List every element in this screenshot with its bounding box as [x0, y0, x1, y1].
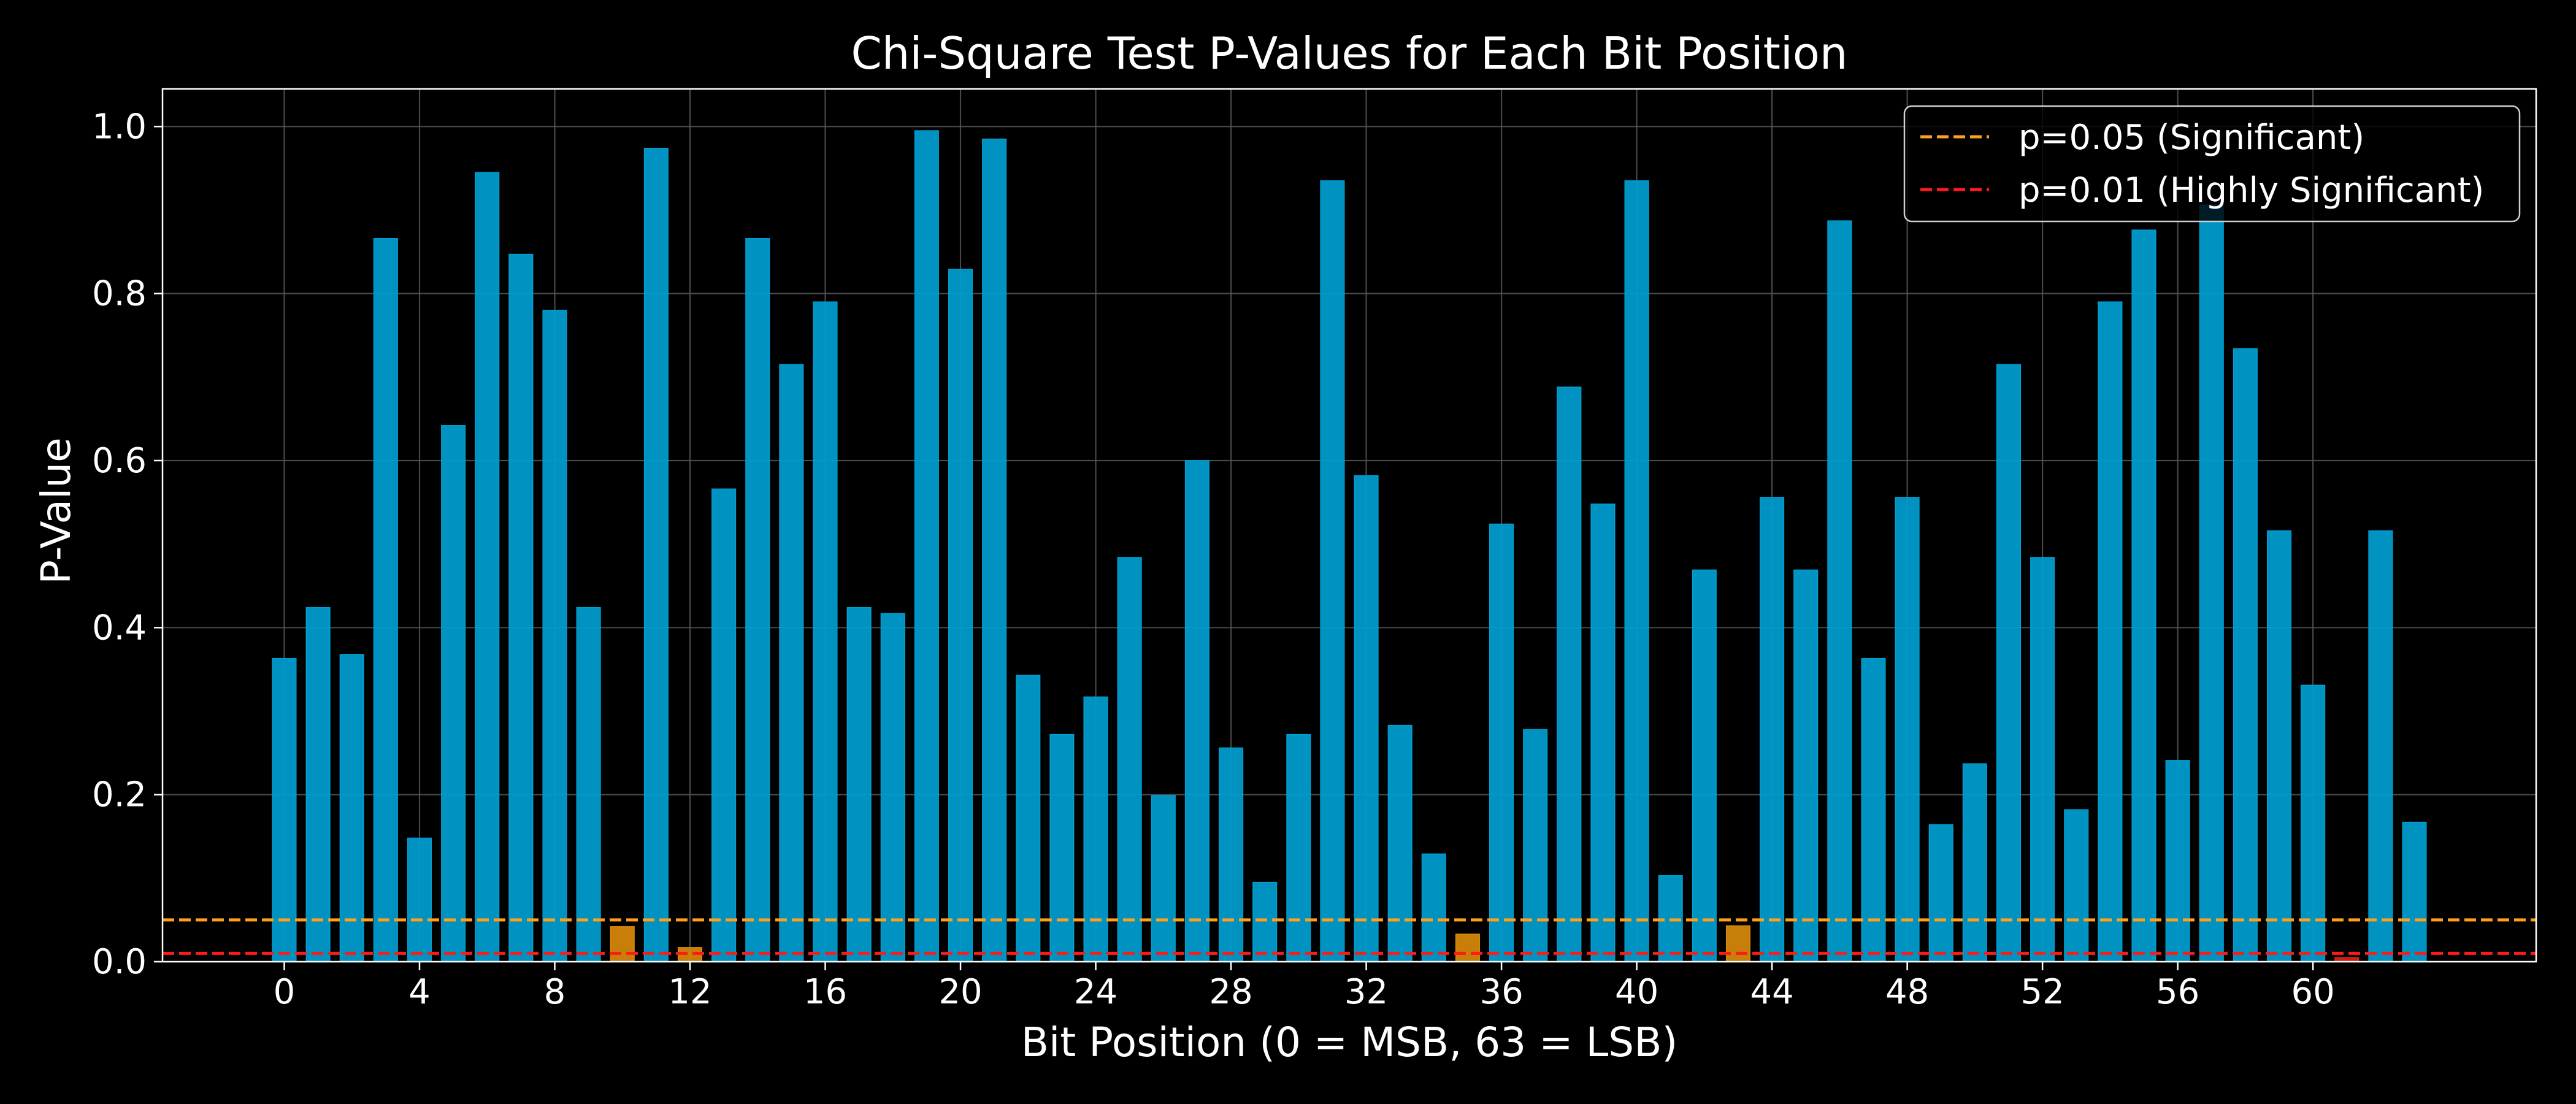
bar — [1996, 364, 2022, 962]
bar — [1219, 747, 1244, 962]
y-axis-ticks: 0.0 0.2 0.4 0.6 0.8 1.0 — [92, 107, 163, 982]
bar — [2301, 684, 2326, 962]
bar — [2098, 301, 2123, 962]
bar — [1320, 180, 1345, 962]
bar — [779, 364, 804, 962]
y-tick-label: 1.0 — [92, 107, 147, 147]
bar — [1962, 763, 1987, 962]
plot-frame — [161, 88, 2537, 963]
bar — [1421, 853, 1446, 962]
legend-label-1: p=0.01 (Highly Significant) — [2018, 171, 2484, 210]
legend-box — [1903, 105, 2521, 223]
bar-significant — [610, 926, 635, 962]
bar — [2233, 348, 2258, 962]
bar — [508, 253, 534, 962]
bar — [1489, 523, 1514, 962]
x-axis-title: Bit Position (0 = MSB, 63 = LSB) — [1021, 1019, 1677, 1066]
bar — [475, 172, 500, 962]
bar — [576, 607, 601, 962]
bar — [2165, 760, 2190, 962]
bar — [1692, 569, 1717, 962]
bar — [1083, 696, 1108, 962]
bar — [2064, 809, 2089, 962]
x-tick-label: 4 — [408, 972, 431, 1012]
legend: p=0.05 (Significant) p=0.01 (Highly Signi… — [1903, 105, 2521, 223]
bar — [1354, 475, 1379, 962]
x-tick-label: 12 — [668, 972, 711, 1012]
bar-significant — [1725, 925, 1751, 962]
bar — [1523, 729, 1548, 962]
bar — [1861, 657, 1886, 962]
bar — [711, 488, 737, 962]
bar — [846, 607, 872, 962]
bar — [1557, 386, 1582, 962]
bars — [272, 130, 2427, 962]
x-tick-label: 28 — [1209, 972, 1252, 1012]
x-tick-label: 24 — [1074, 972, 1117, 1012]
bar — [982, 138, 1007, 962]
y-axis-title: P-Value — [33, 437, 80, 585]
bar — [745, 237, 770, 962]
y-tick-label: 0.0 — [92, 942, 147, 982]
x-tick-label: 32 — [1344, 972, 1388, 1012]
bar — [373, 237, 398, 962]
bar — [1895, 497, 1920, 962]
x-tick-label: 16 — [803, 972, 847, 1012]
bar — [339, 654, 364, 962]
bar — [1760, 497, 1785, 962]
bar — [643, 147, 669, 962]
bar — [305, 607, 331, 962]
bar-significant — [1455, 933, 1480, 962]
x-axis-ticks: 0 4 8 12 16 20 24 28 32 36 40 44 48 52 56 60 — [274, 962, 2335, 1012]
bar — [1151, 795, 1176, 962]
bar — [1827, 220, 1852, 962]
x-tick-label: 20 — [938, 972, 982, 1012]
bar — [272, 657, 297, 962]
x-tick-label: 56 — [2156, 972, 2199, 1012]
bar — [2266, 530, 2292, 962]
bar — [1624, 180, 1649, 962]
x-tick-label: 44 — [1750, 972, 1793, 1012]
x-tick-label: 48 — [1885, 972, 1929, 1012]
x-tick-label: 40 — [1615, 972, 1658, 1012]
bar — [880, 613, 905, 962]
reference-lines — [163, 918, 2536, 955]
bar — [2131, 229, 2156, 962]
bar — [1286, 734, 1311, 962]
y-tick-label: 0.6 — [92, 441, 147, 481]
bar — [1117, 557, 1142, 962]
legend-label-0: p=0.05 (Significant) — [2018, 118, 2364, 158]
x-tick-label: 60 — [2291, 972, 2335, 1012]
bar — [813, 301, 838, 962]
bar — [1252, 881, 1278, 962]
bar — [1928, 824, 1953, 962]
x-tick-label: 52 — [2020, 972, 2064, 1012]
bar — [1793, 569, 1819, 962]
y-tick-label: 0.8 — [92, 274, 147, 314]
bar — [1590, 504, 1616, 962]
bar — [2402, 821, 2427, 962]
bar — [2199, 204, 2224, 962]
bar — [1387, 724, 1413, 962]
x-tick-label: 8 — [544, 972, 566, 1012]
bar — [407, 837, 432, 962]
x-tick-label: 0 — [274, 972, 296, 1012]
y-tick-label: 0.4 — [92, 608, 147, 648]
bar — [441, 425, 466, 962]
bar — [914, 130, 939, 962]
bar — [948, 269, 973, 962]
bar — [2030, 557, 2055, 962]
bar — [542, 310, 567, 962]
y-tick-label: 0.2 — [92, 775, 147, 815]
bar — [1184, 460, 1209, 962]
x-tick-label: 36 — [1479, 972, 1523, 1012]
chart-title: Chi-Square Test P-Values for Each Bit Po… — [851, 28, 1847, 79]
bar — [2368, 530, 2393, 962]
bar — [1049, 734, 1075, 962]
